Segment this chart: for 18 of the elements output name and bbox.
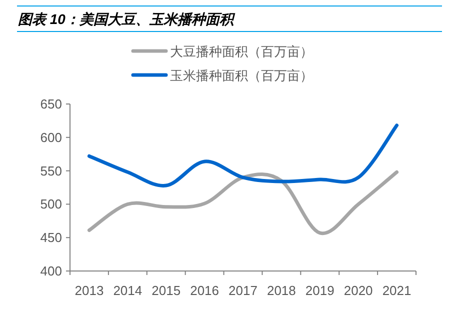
x-tick-label: 2015 <box>152 283 181 298</box>
y-tick-label: 650 <box>40 96 62 112</box>
chart-title: 图表 10：美国大豆、玉米播种面积 <box>18 11 236 27</box>
legend-label: 玉米播种面积（百万亩） <box>170 68 313 83</box>
x-tick-label: 2014 <box>113 283 142 298</box>
y-tick-label: 600 <box>40 130 62 145</box>
y-tick-label: 450 <box>40 230 62 246</box>
legend-label: 大豆播种面积（百万亩） <box>170 44 313 59</box>
y-tick-label: 500 <box>40 196 62 212</box>
y-tick-label: 550 <box>40 163 62 178</box>
x-tick-label: 2020 <box>344 283 373 298</box>
x-tick-label: 2013 <box>74 283 104 298</box>
y-tick-label: 400 <box>40 264 62 278</box>
x-tick-label: 2016 <box>190 283 220 298</box>
x-tick-label: 2019 <box>305 283 334 298</box>
x-tick-label: 2018 <box>266 283 296 298</box>
x-tick-label: 2021 <box>382 283 412 298</box>
x-tick-label: 2017 <box>228 283 258 298</box>
